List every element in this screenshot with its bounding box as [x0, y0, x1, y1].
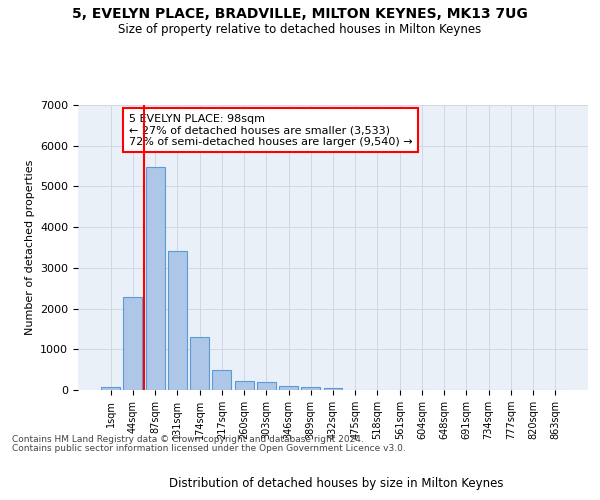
Bar: [101, 387, 120, 390]
Bar: [279, 386, 298, 390]
Bar: [168, 251, 187, 390]
Y-axis label: Number of detached properties: Number of detached properties: [25, 160, 35, 335]
Bar: [301, 387, 320, 390]
Bar: [212, 370, 231, 390]
Bar: [323, 388, 343, 390]
Text: 5 EVELYN PLACE: 98sqm
← 27% of detached houses are smaller (3,533)
72% of semi-d: 5 EVELYN PLACE: 98sqm ← 27% of detached …: [129, 114, 413, 147]
Bar: [235, 382, 254, 390]
Text: Contains public sector information licensed under the Open Government Licence v3: Contains public sector information licen…: [12, 444, 406, 453]
Text: Contains HM Land Registry data © Crown copyright and database right 2024.: Contains HM Land Registry data © Crown c…: [12, 436, 364, 444]
Bar: [257, 382, 276, 390]
Bar: [124, 297, 142, 390]
Bar: [190, 337, 209, 390]
Text: 5, EVELYN PLACE, BRADVILLE, MILTON KEYNES, MK13 7UG: 5, EVELYN PLACE, BRADVILLE, MILTON KEYNE…: [72, 8, 528, 22]
Bar: [146, 167, 164, 390]
Text: Size of property relative to detached houses in Milton Keynes: Size of property relative to detached ho…: [118, 22, 482, 36]
Text: Distribution of detached houses by size in Milton Keynes: Distribution of detached houses by size …: [169, 477, 503, 490]
